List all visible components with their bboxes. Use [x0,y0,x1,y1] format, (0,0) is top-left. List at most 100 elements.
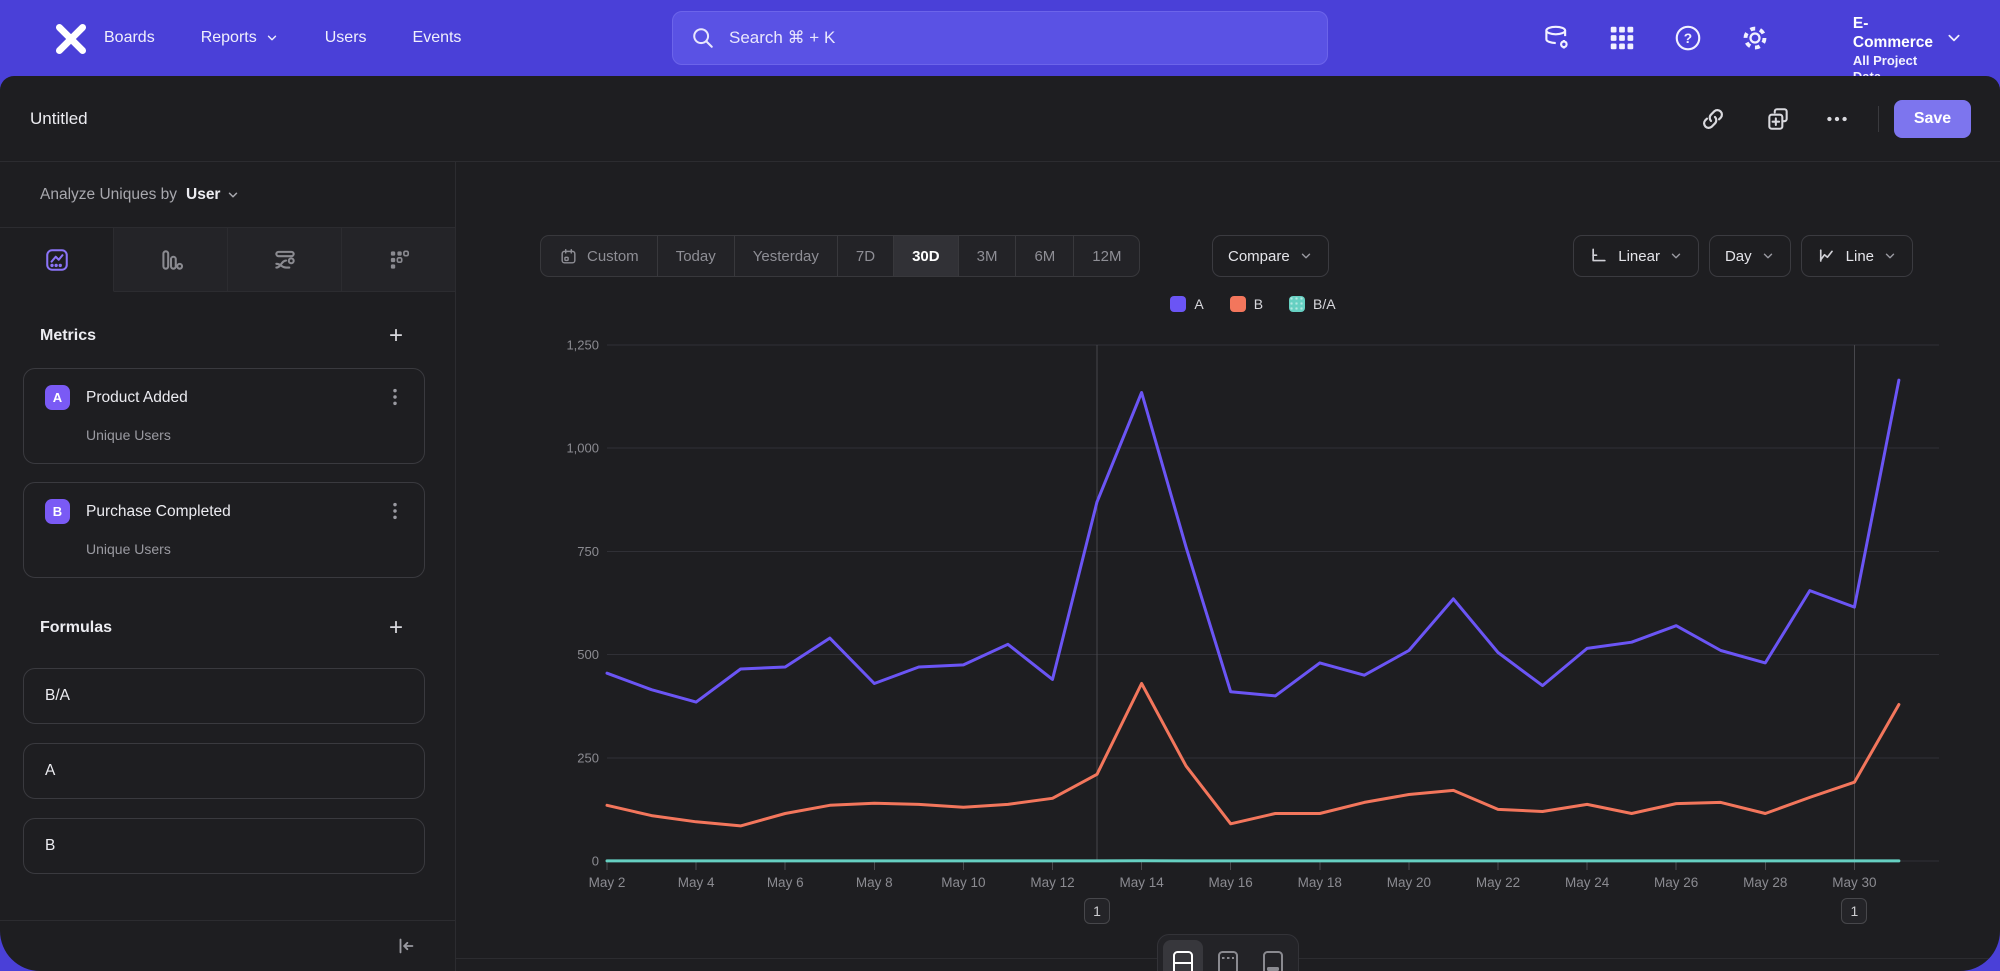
metric-badge: B [45,499,70,524]
metric-badge: A [45,385,70,410]
granularity-label: Day [1724,247,1752,265]
content-row: Analyze Uniques by User [0,162,2000,971]
annotation-badge[interactable]: 1 [1084,898,1111,924]
analyze-label: Analyze Uniques by [40,185,177,203]
formulas-section-head: Formulas + [40,614,403,641]
link-icon[interactable] [1700,106,1726,132]
chevron-down-icon [1671,253,1681,259]
legend-item[interactable]: B [1229,296,1264,312]
insights-tab-icon [45,248,68,271]
apps-grid-icon[interactable] [1607,23,1637,53]
legend-item[interactable]: A [1170,296,1204,312]
layout-split-icon [1173,951,1193,971]
formula-card-ba[interactable]: B/A [23,668,425,724]
project-name: E-Commerce [1852,15,1933,52]
nav-events[interactable]: Events [412,29,462,46]
report-title[interactable]: Untitled [30,108,88,128]
chart-type-dropdown[interactable]: Line [1800,235,1913,277]
granularity-dropdown[interactable]: Day [1708,235,1791,277]
nav-reports[interactable]: Reports [201,29,279,47]
kebab-icon[interactable] [384,499,406,523]
legend-label: B [1253,296,1264,312]
layout-split-button[interactable] [1163,940,1203,971]
mixpanel-logo-icon[interactable] [52,20,90,56]
scale-dropdown[interactable]: Linear [1573,235,1699,277]
chart[interactable]: 0 250 500 750 1,000 1,250 May 2 May 4 May 6 May 8… [559,330,1959,930]
retention-tab-icon [390,250,409,269]
x-axis-label: May 28 [1743,875,1787,890]
layout-chart-button[interactable] [1208,940,1248,971]
settings-gear-icon[interactable] [1740,23,1770,53]
line-chart-icon [1819,249,1833,262]
legend-swatch-icon [1289,296,1306,312]
chevron-down-icon[interactable] [1946,30,1962,46]
report-main: Custom Today Yesterday 7D 30D 3M 6M 12M … [456,162,2000,971]
range-3m[interactable]: 3M [959,236,1017,276]
ellipsis-icon[interactable] [1824,106,1850,132]
legend-item[interactable]: B/A [1289,296,1336,312]
duplicate-icon[interactable] [1765,106,1791,132]
layout-table-button[interactable] [1253,940,1293,971]
metric-subtitle[interactable]: Unique Users [86,541,171,557]
primary-nav: Boards Reports Users Events [104,0,461,76]
metric-card-b[interactable]: B Purchase Completed Unique Users [23,482,425,578]
chart-type-label: Line [1845,247,1874,265]
x-axis-label: May 20 [1387,875,1431,890]
range-yesterday[interactable]: Yesterday [735,236,838,276]
series-line-b [605,682,1901,828]
save-button[interactable]: Save [1894,100,1971,138]
range-12m[interactable]: 12M [1092,247,1122,265]
date-range-control: Custom Today Yesterday 7D 30D 3M 6M 12M [540,235,1141,277]
metrics-title: Metrics [40,327,97,344]
range-custom[interactable]: Custom [541,236,658,276]
x-axis-label: May 18 [1298,875,1342,890]
bar-chart-tab-icon [161,249,183,270]
annotation-badge[interactable]: 1 [1841,898,1868,924]
search-input[interactable]: Search ⌘ + K [672,11,1328,65]
add-metric-button[interactable]: + [388,322,403,349]
search-icon [693,28,713,48]
y-axis-label: 250 [577,750,599,765]
nav-users[interactable]: Users [324,29,367,46]
x-axis-label: May 2 [589,875,626,890]
y-axis-label: 500 [577,647,599,662]
legend-label: B/A [1313,296,1336,312]
nav-boards[interactable]: Boards [104,29,155,46]
tab-insights[interactable] [0,228,114,292]
range-today[interactable]: Today [658,236,735,276]
calendar-icon [561,248,576,264]
range-6m[interactable]: 6M [1016,236,1075,276]
tab-flows[interactable] [228,228,342,291]
analyze-entity-selector[interactable]: User [186,186,240,204]
formulas-title: Formulas [40,619,113,636]
range-30d[interactable]: 30D [894,236,959,276]
add-formula-button[interactable]: + [388,614,403,641]
collapse-sidebar-icon[interactable] [395,935,417,957]
tab-bar-chart[interactable] [114,228,228,291]
compare-label: Compare [1228,247,1290,265]
chevron-down-icon [1301,253,1310,259]
y-axis-label: 0 [592,854,599,869]
range-custom-label: Custom [587,247,639,265]
y-axis-label: 1,000 [566,441,599,456]
help-icon[interactable]: ? [1673,23,1703,53]
svg-text:?: ? [1684,31,1692,46]
formula-card-a[interactable]: A [23,743,425,799]
data-management-icon[interactable] [1542,23,1572,53]
scale-label: Linear [1618,247,1660,265]
chevron-down-icon [267,35,276,41]
metric-subtitle[interactable]: Unique Users [86,427,171,443]
range-7d[interactable]: 7D [838,236,895,276]
flows-tab-icon [274,250,295,269]
formula-card-b[interactable]: B [23,818,425,874]
tab-retention[interactable] [342,228,455,291]
sidebar-footer [0,920,455,971]
kebab-icon[interactable] [384,385,406,409]
x-axis-label: May 22 [1476,875,1520,890]
chart-type-tabbar [0,228,455,292]
compare-button[interactable]: Compare [1212,235,1329,277]
metric-card-a[interactable]: A Product Added Unique Users [23,368,425,464]
project-switcher[interactable]: E-Commerce All Project Data [1853,14,1933,85]
chart-svg: 0 250 500 750 1,000 1,250 May 2 May 4 May 6 May 8… [566,338,1939,890]
series-line-a [605,378,1901,704]
